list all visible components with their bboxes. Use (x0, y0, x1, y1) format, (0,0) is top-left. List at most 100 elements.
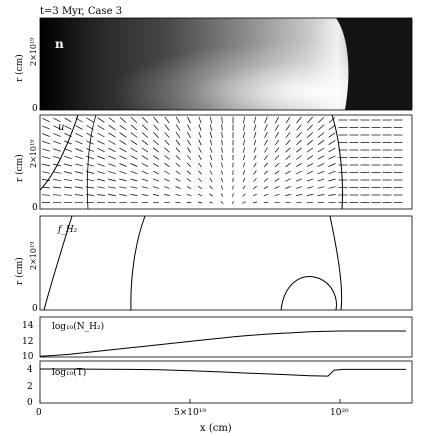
h2-contour-mid (130, 215, 146, 311)
velocity-arrow (296, 116, 302, 124)
velocity-arrow (274, 201, 280, 204)
velocity-arrow (86, 132, 94, 138)
velocity-arrow (220, 185, 224, 190)
velocity-arrow (97, 163, 105, 167)
velocity-arrow (209, 193, 213, 197)
velocity-arrow (164, 178, 170, 182)
velocity-arrow (263, 170, 269, 175)
velocity-arrow (119, 147, 127, 153)
velocity-arrow (209, 131, 213, 139)
velocity-arrow (130, 163, 138, 167)
velocity-arrow (263, 193, 269, 197)
velocity-arrow (164, 132, 170, 138)
velocity-arrow (141, 155, 149, 160)
velocity-arrow (130, 178, 138, 182)
velocity-arrow (175, 162, 181, 168)
velocity-arrow (274, 155, 280, 160)
h2-label: f_H₂ (57, 225, 78, 235)
velocity-arrow (209, 177, 213, 183)
velocity-arrow (41, 179, 51, 181)
figure-title: t=3 Myr, Case 3 (40, 6, 122, 17)
velocity-arrow (253, 147, 257, 153)
velocity-arrow (75, 140, 83, 145)
velocity-arrow (53, 171, 61, 174)
velocity-arrow (175, 116, 181, 124)
velocity-arrow (108, 170, 116, 175)
velocity-arrow (42, 133, 50, 137)
velocity-contour-right (331, 114, 343, 210)
velocity-arrow (242, 162, 246, 168)
velocity-arrow (141, 186, 149, 189)
velocity-arrow (97, 171, 105, 174)
velocity-arrow (119, 194, 127, 196)
col-ytick-10: 10 (22, 352, 34, 362)
velocity-arrow (186, 193, 192, 197)
velocity-arrow (243, 131, 245, 139)
velocity-arrow (64, 171, 72, 174)
velocity-arrow (253, 162, 257, 168)
velocity-arrow (285, 116, 291, 124)
velocity-arrow (296, 163, 302, 167)
velocity-arrow (130, 170, 138, 175)
velocity-arrow (130, 155, 138, 160)
density-ytick-0: 0 (32, 104, 38, 114)
velocity-arrow (42, 125, 50, 130)
velocity-arrow (153, 124, 159, 131)
velocity-arrow (164, 116, 170, 124)
velocity-arrow (153, 139, 159, 146)
velocity-arrow (175, 186, 181, 189)
velocity-arrow (221, 131, 223, 139)
velocity-arrow (328, 155, 336, 160)
velocity-arrow (221, 124, 223, 131)
velocity-arrow (232, 185, 234, 190)
velocity-arrow (306, 139, 314, 146)
xtick-5e19: 5×10¹⁹ (174, 408, 206, 418)
velocity-arrow (119, 186, 127, 189)
velocity-arrow (253, 131, 257, 139)
velocity-arrow (86, 117, 94, 123)
velocity-arrow (328, 163, 336, 167)
col-panel: log₁₀(N_H₂) 14 12 10 (22, 316, 413, 362)
velocity-arrow (253, 154, 257, 161)
velocity-arrow (97, 132, 105, 138)
h2-contour-left (43, 215, 73, 311)
h2-contour-right (329, 215, 343, 311)
velocity-arrow (317, 186, 325, 189)
xtick-1e20: 10²⁰ (330, 408, 349, 418)
velocity-arrow (264, 155, 268, 160)
velocity-arrow (209, 147, 213, 153)
velocity-arrow (328, 178, 336, 182)
velocity-arrow (119, 124, 127, 131)
velocity-arrow (164, 194, 170, 196)
temp-label: log₁₀(T) (52, 367, 86, 378)
velocity-arrow (198, 170, 202, 175)
velocity-arrow (153, 163, 159, 167)
velocity-arrow (243, 116, 245, 124)
velocity-arrow (328, 117, 336, 123)
velocity-arrow (53, 117, 61, 123)
velocity-arrow (119, 132, 127, 138)
velocity-arrow (153, 132, 159, 138)
velocity-arrow (97, 155, 105, 160)
velocity-arrow (253, 178, 257, 182)
velocity-arrow (108, 117, 116, 123)
velocity-arrow (221, 139, 223, 146)
velocity-arrow (295, 186, 303, 189)
velocity-arrow (64, 178, 72, 182)
velocity-arrow (296, 147, 302, 153)
velocity-arrow (306, 170, 314, 175)
velocity-arrow (75, 171, 83, 174)
velocity-arrow (285, 139, 291, 146)
velocity-arrow (306, 132, 314, 138)
velocity-arrow (187, 147, 191, 153)
velocity-arrow (221, 116, 223, 124)
velocity-arrow (198, 147, 202, 153)
temp-ytick-0: 0 (27, 398, 33, 408)
velocity-arrow (97, 186, 105, 189)
velocity-arrow (264, 139, 268, 146)
velocity-arrow (141, 163, 149, 167)
velocity-arrow (221, 170, 223, 175)
velocity-arrow (41, 186, 51, 189)
velocity-arrow (86, 148, 94, 152)
velocity-arrow (175, 170, 181, 175)
